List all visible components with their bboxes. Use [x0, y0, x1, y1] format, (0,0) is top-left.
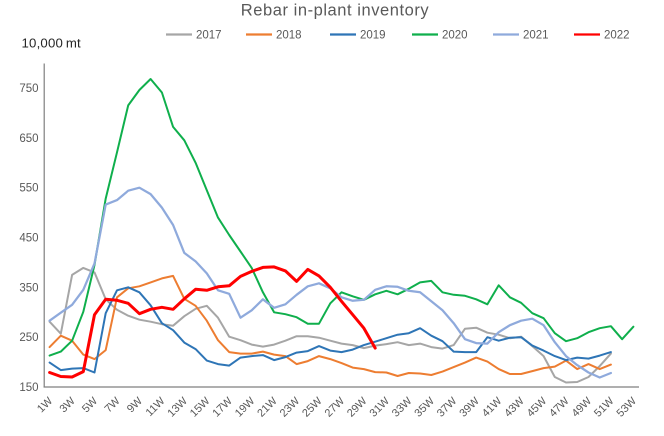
svg-text:2020: 2020	[442, 30, 468, 42]
svg-text:450: 450	[19, 233, 38, 245]
svg-text:750: 750	[19, 83, 38, 95]
svg-text:2022: 2022	[604, 30, 630, 42]
svg-text:2021: 2021	[523, 30, 549, 42]
svg-text:550: 550	[19, 183, 38, 195]
svg-text:10,000 mt: 10,000 mt	[22, 36, 82, 51]
svg-text:650: 650	[19, 133, 38, 145]
svg-text:2019: 2019	[360, 30, 386, 42]
svg-text:150: 150	[19, 382, 38, 394]
svg-text:2017: 2017	[196, 30, 222, 42]
svg-text:Rebar in-plant inventory: Rebar in-plant inventory	[241, 2, 430, 20]
svg-text:350: 350	[19, 282, 38, 294]
svg-text:250: 250	[19, 332, 38, 344]
svg-text:2018: 2018	[276, 30, 302, 42]
